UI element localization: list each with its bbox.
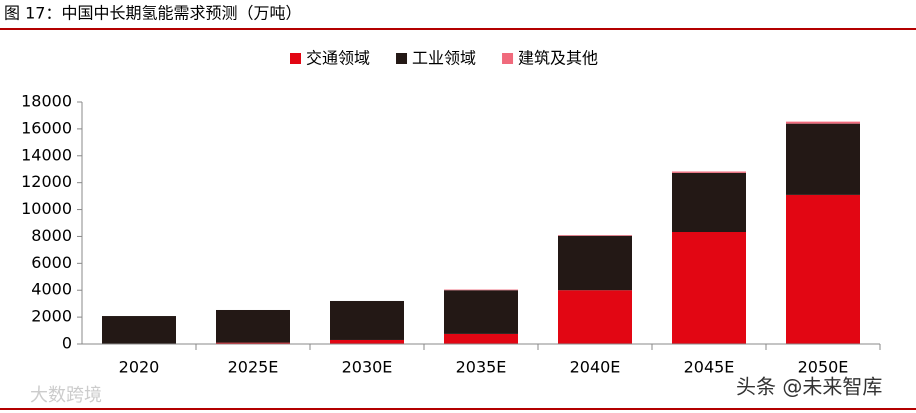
y-tick-label: 2000 [31,307,72,326]
y-tick-label: 18000 [21,92,72,111]
bar-segment [330,339,404,344]
bar-segment [444,333,518,344]
x-tick-label: 2025E [228,358,279,377]
legend-swatch [290,53,301,64]
x-tick-label: 2050E [798,358,849,377]
x-tick-label: 2035E [456,358,507,377]
x-tick-label: 2020 [119,358,160,377]
bar-segment [444,289,518,291]
legend-label: 工业领域 [412,49,476,68]
bar-segment [102,316,176,344]
bar-segment [672,171,746,173]
bar-segment [786,121,860,124]
bar-segment [672,172,746,233]
legend-label: 交通领域 [306,49,370,68]
x-tick-label: 2030E [342,358,393,377]
legend-swatch [502,53,514,64]
legend-label: 建筑及其他 [518,49,598,68]
y-tick-label: 10000 [21,199,72,218]
bar-segment [330,300,404,340]
bar-segment [216,309,290,343]
y-tick-label: 4000 [31,280,72,299]
bar-segment [558,290,632,344]
watermark: 头条 @未来智库 [736,375,882,399]
bar-segment [558,235,632,236]
legend-swatch [396,53,408,64]
y-tick-label: 12000 [21,172,72,191]
x-tick-label: 2040E [570,358,621,377]
bar-segment [786,123,860,195]
y-tick-label: 8000 [31,226,72,245]
chart-title: 图 17：中国中长期氢能需求预测（万吨） [4,4,301,23]
y-tick-label: 6000 [31,253,72,272]
y-tick-label: 14000 [21,145,72,164]
y-tick-label: 16000 [21,118,72,137]
bar-segment [216,342,290,344]
bar-segment [786,194,860,344]
bar-segment [444,290,518,334]
y-tick-label: 0 [62,334,72,353]
x-tick-label: 2045E [684,358,735,377]
bar-segment [558,235,632,291]
bar-segment [672,232,746,344]
watermark: 大数跨境 [30,385,102,406]
